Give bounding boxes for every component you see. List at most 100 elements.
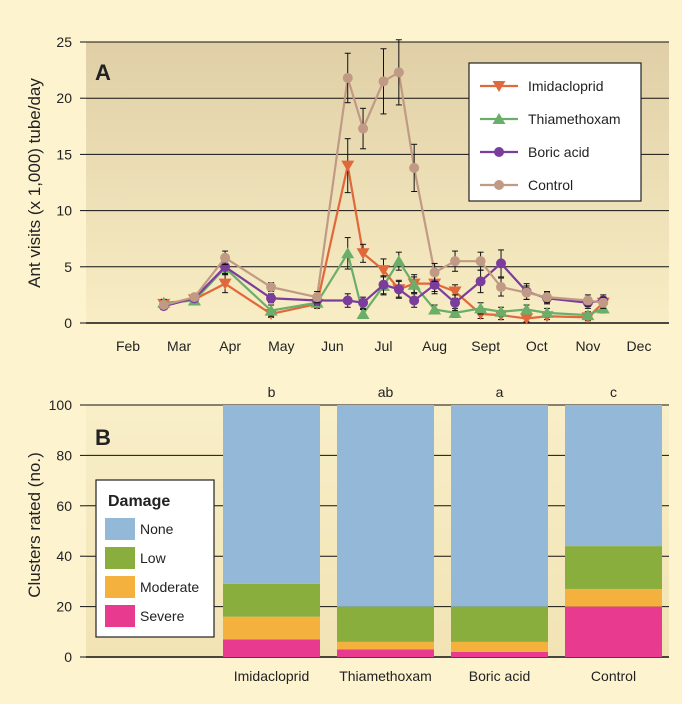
panel-a-x-tick-label: May (268, 338, 294, 354)
data-point (450, 298, 460, 308)
data-point (379, 76, 389, 86)
panel-a-x-ticks: Feb Mar Apr May Jun Jul Aug Sept Oct Nov Dec (116, 338, 652, 354)
panel-a-x-tick-label: Apr (219, 338, 241, 354)
panel-a-y-tick-label: 20 (56, 90, 72, 106)
panel-b-y-ticks: 0 20 40 60 80 100 (49, 397, 86, 665)
data-point (496, 258, 506, 268)
bar-segment-none (223, 405, 320, 584)
legend-swatch (105, 547, 135, 569)
panel-a-x-tick-label: Jun (321, 338, 344, 354)
data-point (496, 282, 506, 292)
data-point (394, 284, 404, 294)
category-label: Boric acid (469, 668, 530, 684)
bar-segment-low (223, 584, 320, 617)
panel-b-y-tick-label: 60 (56, 498, 72, 514)
data-point (409, 296, 419, 306)
data-point (476, 276, 486, 286)
bar-segment-none (337, 405, 434, 607)
legend-label: Severe (140, 608, 185, 624)
panel-a-label: A (95, 60, 111, 85)
legend-label: Thiamethoxam (528, 111, 621, 127)
group-letter: ab (378, 384, 394, 400)
bar-control: Control c (565, 384, 662, 684)
panel-b: 0 20 40 60 80 100 Clusters rated (no.) B Imid… (25, 384, 669, 684)
group-letter: b (268, 384, 276, 400)
bar-segment-none (451, 405, 548, 607)
panel-b-y-tick-label: 100 (49, 397, 73, 413)
data-point (379, 280, 389, 290)
bar-segment-low (337, 607, 434, 642)
legend-marker (494, 147, 504, 157)
panel-a-y-ticks: 0 5 10 15 20 25 (56, 34, 86, 331)
data-point (358, 298, 368, 308)
data-point (522, 288, 532, 298)
panel-a-x-tick-label: Jul (375, 338, 393, 354)
data-point (343, 73, 353, 83)
legend-item: Moderate (105, 576, 199, 598)
bar-segment-none (565, 405, 662, 546)
legend-label: None (140, 521, 174, 537)
bar-segment-severe (223, 639, 320, 657)
group-letter: c (610, 384, 617, 400)
data-point (598, 298, 608, 308)
panel-a-y-axis-label: Ant visits (x 1,000) tube/day (25, 78, 44, 288)
legend-swatch (105, 518, 135, 540)
bar-segment-severe (565, 607, 662, 657)
group-letter: a (496, 384, 504, 400)
data-point (450, 256, 460, 266)
data-point (394, 67, 404, 77)
bar-boric-acid: Boric acid a (451, 384, 548, 684)
legend-label: Imidacloprid (528, 78, 603, 94)
legend-label: Control (528, 177, 573, 193)
legend-label: Boric acid (528, 144, 589, 160)
legend-item: None (105, 518, 174, 540)
panel-a-legend: Imidacloprid Thiamethoxam Boric acid Contro… (469, 63, 641, 201)
panel-b-y-tick-label: 80 (56, 447, 72, 463)
bar-segment-moderate (451, 642, 548, 652)
panel-b-legend: Damage None Low Moderate Severe (96, 480, 214, 637)
legend-marker (494, 180, 504, 190)
panel-b-y-axis-label: Clusters rated (no.) (25, 452, 44, 598)
panel-a-x-tick-label: Nov (575, 338, 600, 354)
bar-segment-severe (451, 652, 548, 657)
legend-swatch (105, 576, 135, 598)
bar-segment-low (565, 546, 662, 589)
data-point (476, 256, 486, 266)
data-point (220, 253, 230, 263)
data-point (358, 124, 368, 134)
panel-a-x-tick-label: Mar (167, 338, 191, 354)
data-point (189, 292, 199, 302)
data-point (312, 292, 322, 302)
panel-a-y-tick-label: 25 (56, 34, 72, 50)
data-point (266, 293, 276, 303)
panel-a-x-tick-label: Aug (422, 338, 447, 354)
category-label: Thiamethoxam (339, 668, 432, 684)
panel-a: 0 5 10 15 20 25 Feb Mar Apr May Jun Jul Aug Sept Oct N… (25, 34, 669, 354)
panel-b-y-tick-label: 0 (64, 649, 72, 665)
data-point (430, 267, 440, 277)
panel-a-y-tick-label: 15 (56, 146, 72, 162)
panel-b-legend-title: Damage (108, 493, 170, 510)
panel-a-x-tick-label: Feb (116, 338, 140, 354)
panel-a-y-tick-label: 5 (64, 259, 72, 275)
panel-b-y-tick-label: 20 (56, 599, 72, 615)
bar-segment-moderate (565, 589, 662, 607)
legend-swatch (105, 605, 135, 627)
bar-imidacloprid: Imidacloprid b (223, 384, 320, 684)
bar-segment-low (451, 607, 548, 642)
panel-a-x-tick-label: Oct (526, 338, 548, 354)
data-point (409, 163, 419, 173)
panel-a-y-tick-label: 10 (56, 203, 72, 219)
data-point (542, 292, 552, 302)
legend-label: Low (140, 550, 167, 566)
panel-a-y-tick-label: 0 (64, 315, 72, 331)
panel-b-label: B (95, 425, 111, 450)
bar-thiamethoxam: Thiamethoxam ab (337, 384, 434, 684)
category-label: Control (591, 668, 636, 684)
panel-b-y-tick-label: 40 (56, 548, 72, 564)
legend-label: Moderate (140, 579, 199, 595)
data-point (159, 300, 169, 310)
legend-item: Severe (105, 605, 185, 627)
category-label: Imidacloprid (234, 668, 309, 684)
panel-a-x-tick-label: Sept (471, 338, 500, 354)
